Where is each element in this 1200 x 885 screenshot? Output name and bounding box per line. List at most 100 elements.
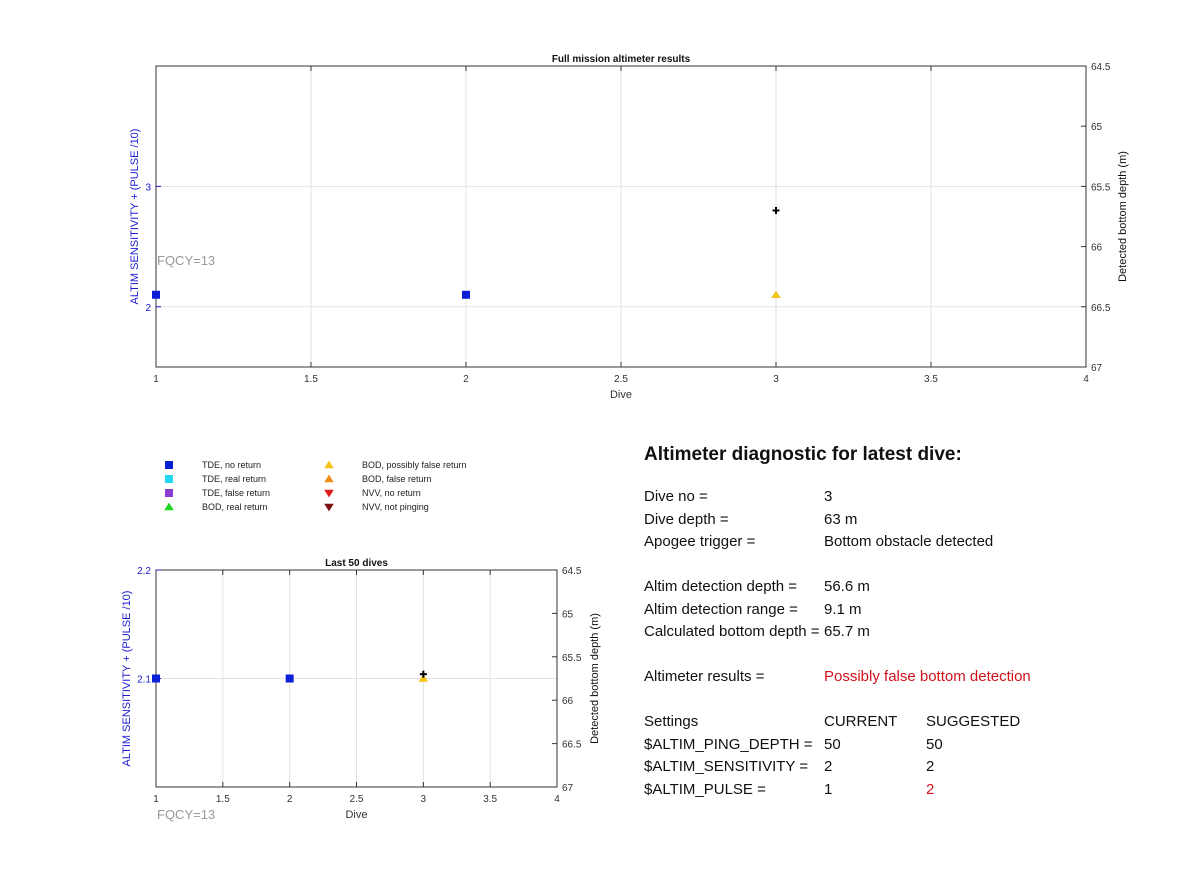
settings-header-row: Settings CURRENT SUGGESTED [644,711,1184,734]
marker-triangle-up [164,502,174,511]
dive-no-label: Dive no = [644,488,708,505]
dive-depth-label: Dive depth = [644,510,729,528]
y2-tick-label: 66.5 [562,740,582,751]
setting-suggested: 2 [926,780,935,798]
x-tick-label: 4 [554,794,560,805]
legend-entry: TDE, no return [165,460,261,470]
y2-tick-label: 67 [562,783,574,794]
setting-name: $ALTIM_PULSE = [644,780,766,798]
marker-legend: TDE, no return TDE, real return TDE, false… [164,460,467,512]
y2-tick-label: 65 [1091,122,1103,133]
marker-square [165,475,173,483]
y2-tick-label: 66 [1091,243,1103,254]
setting-suggested: 50 [926,735,943,753]
detection-range-row: Altim detection range = 9.1 m [644,599,1184,622]
legend-entry: BOD, possibly false return [324,460,467,470]
legend-label: TDE, no return [202,460,261,470]
marker-triangle-up [324,460,334,469]
legend-label: NVV, no return [362,488,421,498]
marker-square [152,674,160,683]
dive-depth-value: 63 m [824,510,858,528]
y-tick-label: 2 [145,303,151,314]
x-tick-label: 3 [421,794,427,805]
setting-row-ping-depth: $ALTIM_PING_DEPTH = 50 50 [644,734,1184,757]
settings-label: Settings [644,713,699,730]
calculated-depth-row: Calculated bottom depth = 65.7 m [644,621,1184,644]
altimeter-diagnostic-panel: Altimeter diagnostic for latest dive: Di… [644,444,1184,801]
detection-range-value: 9.1 m [824,600,862,618]
marker-square [165,489,173,497]
marker-square [462,290,470,299]
apogee-trigger-row: Apogee trigger = Bottom obstacle detecte… [644,531,1184,554]
x-tick-label: 3.5 [483,794,497,805]
full-mission-chart: 1 1.5 2 2.5 3 3.5 4 2 3 64.5 65 65.5 66 66.5 67 Full mi… [129,54,1129,401]
detection-range-label: Altim detection range = [644,600,798,618]
x-tick-label: 3 [773,374,779,385]
legend-label: BOD, false return [362,474,432,484]
legend-entry: TDE, false return [165,488,270,498]
fqcy-annotation: FQCY=13 [157,807,215,822]
calculated-depth-label: Calculated bottom depth = [644,623,820,640]
x-tick-label: 2.5 [350,794,364,805]
y2-axis-label: Detected bottom depth (m) [589,613,601,744]
setting-current: 2 [824,758,833,775]
x-axis-label: Dive [345,809,367,821]
y2-tick-label: 67 [1091,363,1103,374]
dive-no-value: 3 [824,488,833,505]
detection-depth-row: Altim detection depth = 56.6 m [644,576,1184,599]
altimeter-results-row: Altimeter results = Possibly false botto… [644,666,1184,689]
setting-current: 1 [824,780,833,798]
x-axis-label: Dive [610,389,632,401]
x-tick-label: 1.5 [304,374,318,385]
setting-suggested: 2 [926,758,935,775]
current-header: CURRENT [824,713,898,730]
setting-name: $ALTIM_SENSITIVITY = [644,758,809,775]
legend-label: TDE, real return [202,474,266,484]
chart-title: Full mission altimeter results [552,54,691,65]
legend-label: TDE, false return [202,488,270,498]
y-axis-label: ALTIM SENSITIVITY + (PULSE /10) [121,591,133,767]
y2-axis-label: Detected bottom depth (m) [1117,151,1129,282]
setting-current: 50 [824,735,841,753]
suggested-header: SUGGESTED [926,713,1021,730]
marker-triangle-up [324,474,334,483]
y2-tick-label: 66.5 [1091,303,1111,314]
chart-title: Last 50 dives [325,558,388,569]
marker-square [165,461,173,469]
last-50-dives-chart: 1 1.5 2 2.5 3 3.5 4 2.1 2.2 64.5 65 65.5 66 66.5 67 Las… [121,558,601,822]
y2-tick-label: 65 [562,609,574,620]
altimeter-results-label: Altimeter results = [644,668,765,685]
y2-tick-label: 64.5 [1091,62,1111,73]
detection-depth-label: Altim detection depth = [644,578,798,595]
setting-row-sensitivity: $ALTIM_SENSITIVITY = 2 2 [644,756,1184,779]
legend-label: BOD, real return [202,502,268,512]
y-axis-label: ALTIM SENSITIVITY + (PULSE /10) [129,129,141,305]
x-tick-label: 3.5 [924,374,938,385]
marker-square [285,674,294,683]
marker-triangle-up [418,674,429,682]
apogee-trigger-label: Apogee trigger = [644,533,756,550]
apogee-trigger-value: Bottom obstacle detected [824,533,994,550]
x-tick-label: 1 [153,374,159,385]
legend-entry: NVV, no return [324,488,421,498]
x-tick-label: 2 [287,794,293,805]
x-tick-label: 2.5 [614,374,628,385]
detection-depth-value: 56.6 m [824,578,870,595]
marker-plus [772,206,780,214]
y-tick-label: 3 [145,182,151,193]
y2-tick-label: 64.5 [562,566,582,577]
y2-tick-label: 66 [562,696,574,707]
marker-square [152,290,160,299]
y2-tick-label: 65.5 [1091,182,1111,193]
marker-triangle-up [771,290,781,298]
fqcy-annotation: FQCY=13 [157,253,215,268]
marker-triangle-down [324,503,334,512]
altimeter-results-value: Possibly false bottom detection [824,668,1031,685]
x-tick-label: 2 [463,374,469,385]
marker-plus [419,670,427,678]
x-tick-label: 4 [1083,374,1089,385]
diagnostic-title: Altimeter diagnostic for latest dive: [644,444,962,465]
marker-triangle-down [324,489,334,498]
legend-entry: NVV, not pinging [324,502,429,512]
